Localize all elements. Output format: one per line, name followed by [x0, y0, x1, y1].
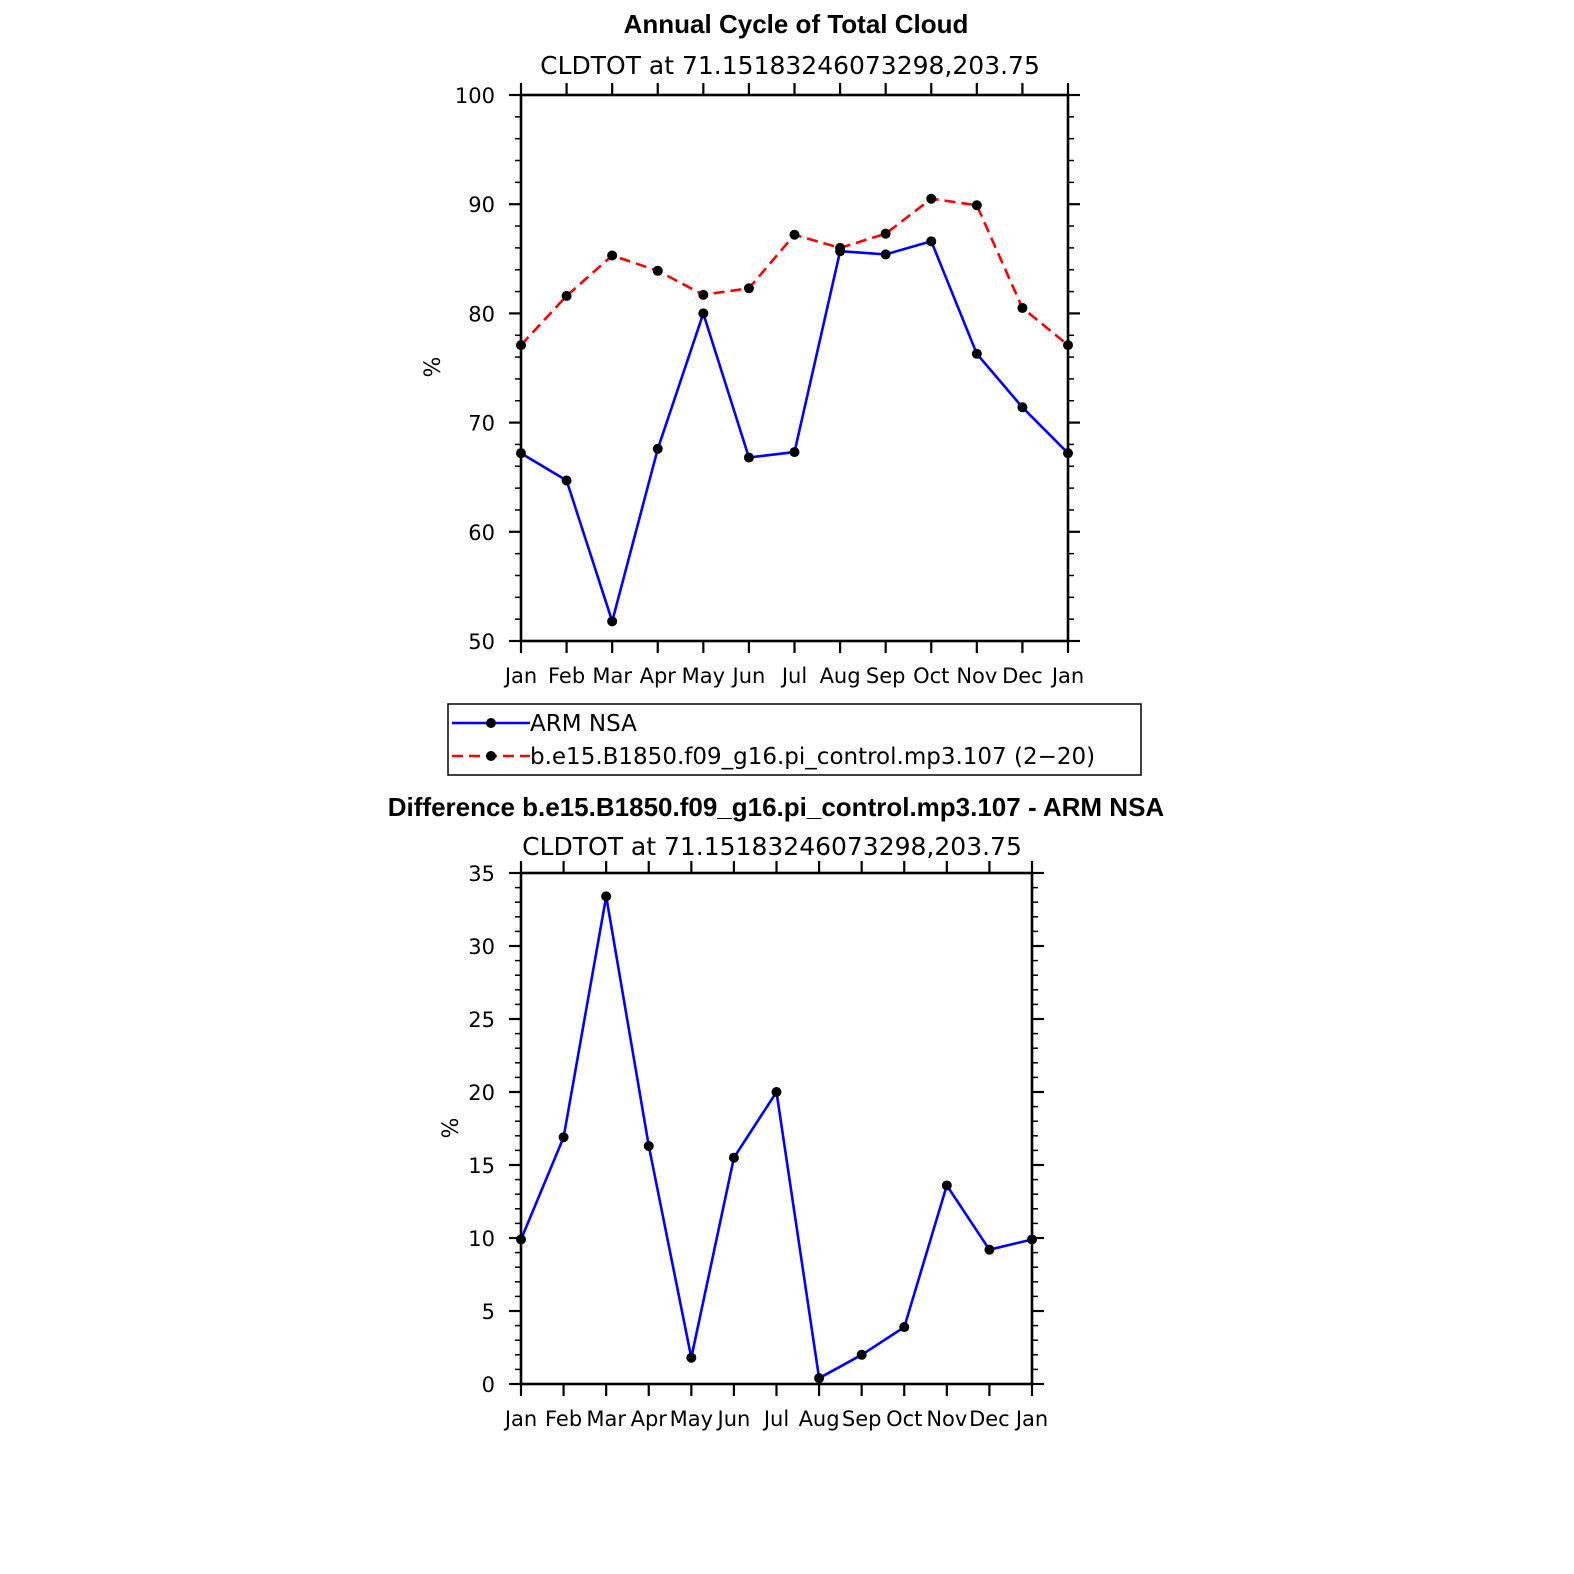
- chart1-y-axis-label: %: [421, 357, 446, 378]
- chart1-series-0-point: [561, 475, 572, 486]
- chart1-series-0-point: [789, 447, 800, 458]
- chart1-series-1-point: [698, 289, 709, 300]
- chart2-series-0-point: [771, 1087, 782, 1097]
- chart1-title: Annual Cycle of Total Cloud: [624, 9, 969, 39]
- chart2-y-tick-label: 20: [468, 1081, 495, 1105]
- chart2-x-tick-label: Sep: [842, 1407, 882, 1431]
- chart1-y-tick-label: 80: [468, 302, 495, 326]
- chart2-y-tick-label: 10: [468, 1227, 495, 1251]
- chart1-series-0-point: [1063, 448, 1073, 459]
- chart1-series-1-point: [561, 290, 572, 301]
- chart1-series-1-point: [880, 228, 891, 239]
- chart1-series-0-point: [926, 236, 937, 247]
- chart1-subtitle: CLDTOT at 71.15183246073298,203.75: [540, 51, 1040, 80]
- chart1-series-0-point: [652, 443, 663, 454]
- legend-marker-model: [486, 751, 496, 761]
- chart2-x-tick-label: Jun: [716, 1407, 751, 1431]
- chart2-series-0-point: [728, 1152, 739, 1163]
- chart1-series-0-point: [971, 348, 982, 359]
- chart1-series-1-point: [1063, 340, 1073, 351]
- chart2-x-tick-label: Jan: [1014, 1407, 1048, 1431]
- chart1-series-0-point: [516, 448, 526, 459]
- chart1-series-1-point: [926, 193, 937, 204]
- chart1-x-tick-label: Jan: [1050, 664, 1084, 688]
- chart1-x-tick-label: Dec: [1002, 664, 1043, 688]
- chart1-series-1-point: [835, 242, 846, 253]
- chart2-x-tick-label: Mar: [586, 1407, 626, 1431]
- chart1-plot-frame: [519, 93, 1070, 643]
- chart1-x-tick-label: Apr: [640, 664, 677, 688]
- chart2-series-0-point: [558, 1132, 569, 1143]
- chart1-series-0-point: [880, 249, 891, 260]
- chart2-x-tick-label: Apr: [631, 1407, 668, 1431]
- chart2-y-axis-label: %: [439, 1118, 464, 1139]
- chart1-x-tick-label: Jun: [731, 664, 766, 688]
- chart2-x-tick-label: Dec: [969, 1407, 1010, 1431]
- chart1-y-tick-label: 50: [468, 630, 495, 654]
- chart1-series-0-line: [520, 240, 1069, 623]
- chart1-legend: ARM NSA b.e15.B1850.f09_g16.pi_control.m…: [447, 703, 1142, 776]
- chart2-x-tick-label: Nov: [926, 1407, 967, 1431]
- chart1-series-1-line: [520, 197, 1069, 347]
- chart1-x-tick-label: Oct: [913, 664, 949, 688]
- chart2-series-0-point: [601, 891, 612, 902]
- chart1-series-1-point: [971, 200, 982, 211]
- chart2-y-tick-label: 35: [468, 862, 495, 886]
- chart1-series-1-point: [652, 265, 663, 276]
- chart1-series-0-point: [607, 616, 618, 627]
- legend-box: [447, 703, 1142, 776]
- chart1-x-tick-label: Feb: [548, 664, 585, 688]
- chart1-series-0-point: [698, 308, 709, 319]
- chart1-x-tick-label: Jul: [780, 664, 807, 688]
- annual-cycle-chart: Annual Cycle of Total Cloud CLDTOT at 71…: [421, 9, 1142, 776]
- chart2-series-0-point: [686, 1352, 697, 1363]
- chart2-x-tick-label: Aug: [799, 1407, 840, 1431]
- chart2-subtitle: CLDTOT at 71.15183246073298,203.75: [522, 832, 1022, 861]
- chart1-series-1-point: [607, 250, 618, 261]
- chart1-y-tick-label: 60: [468, 521, 495, 545]
- chart2-x-tick-label: May: [670, 1407, 713, 1431]
- chart2-series-0-point: [856, 1349, 867, 1360]
- chart1-y-tick-label: 90: [468, 193, 495, 217]
- chart2-y-tick-label: 30: [468, 935, 495, 959]
- chart1-series-1-point: [1017, 302, 1028, 313]
- chart2-series-0-point: [899, 1322, 910, 1333]
- chart2-x-tick-label: Jul: [762, 1407, 789, 1431]
- chart2-series-0-point: [1027, 1234, 1037, 1245]
- chart1-series-0-point: [743, 452, 754, 463]
- chart1-series-0-point: [1017, 402, 1028, 413]
- chart2-series-0-point: [814, 1373, 825, 1384]
- chart1-x-tick-label: Jan: [503, 664, 537, 688]
- chart2-x-tick-label: Jan: [503, 1407, 537, 1431]
- chart1-y-tick-label: 70: [468, 412, 495, 436]
- legend-marker-arm-nsa: [486, 718, 496, 728]
- chart1-series-1-point: [516, 340, 526, 351]
- chart1-x-tick-label: Nov: [956, 664, 997, 688]
- chart1-x-tick-label: Mar: [592, 664, 632, 688]
- chart1-x-tick-label: Aug: [820, 664, 861, 688]
- difference-chart: Difference b.e15.B1850.f09_g16.pi_contro…: [388, 792, 1165, 1431]
- chart2-y-tick-label: 25: [468, 1008, 495, 1032]
- chart2-series-0-point: [643, 1141, 654, 1152]
- chart2-title: Difference b.e15.B1850.f09_g16.pi_contro…: [388, 792, 1165, 822]
- chart2-y-tick-label: 5: [482, 1300, 495, 1324]
- chart2-y-tick-label: 15: [468, 1154, 495, 1178]
- chart2-series-0-point: [516, 1234, 526, 1245]
- chart1-y-tick-label: 100: [455, 84, 495, 108]
- chart2-series-0-point: [941, 1180, 952, 1191]
- chart2-y-tick-label: 0: [482, 1373, 495, 1397]
- legend-label-model: b.e15.B1850.f09_g16.pi_control.mp3.107 (…: [530, 744, 1095, 770]
- chart1-series-1-point: [743, 283, 754, 294]
- chart1-series-1-point: [789, 229, 800, 240]
- legend-label-arm-nsa: ARM NSA: [530, 711, 637, 737]
- chart2-series-0-point: [984, 1244, 995, 1255]
- chart1-x-tick-label: May: [682, 664, 725, 688]
- chart2-x-tick-label: Feb: [545, 1407, 582, 1431]
- chart2-x-tick-label: Oct: [886, 1407, 922, 1431]
- chart2-series-0-line: [519, 895, 1033, 1380]
- chart1-x-tick-label: Sep: [866, 664, 906, 688]
